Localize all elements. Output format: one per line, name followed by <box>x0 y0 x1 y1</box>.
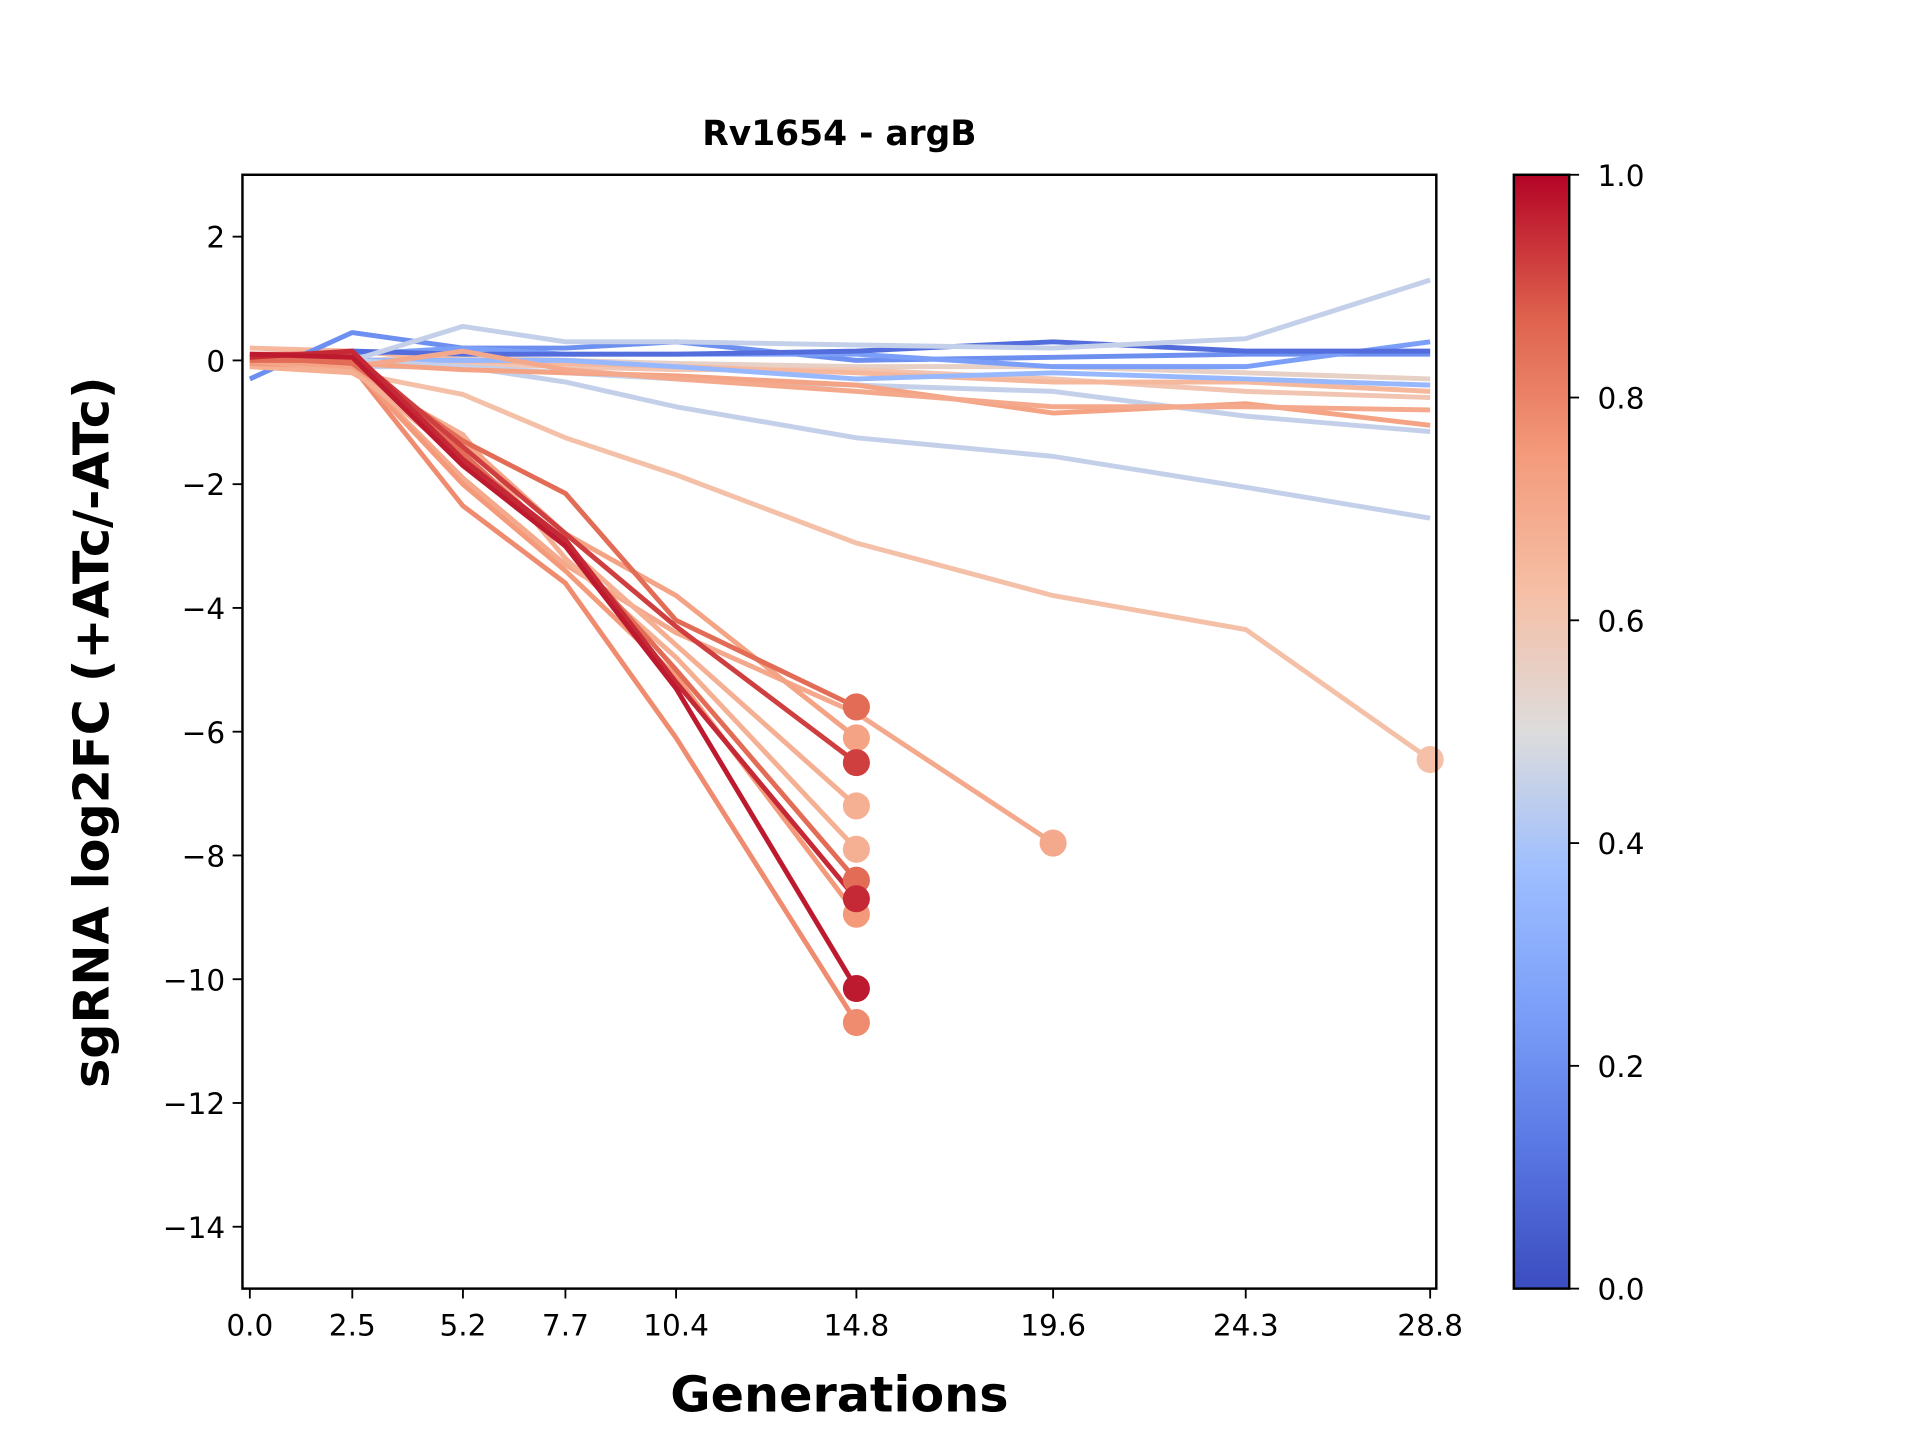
x-tick-label: 7.7 <box>542 1308 589 1342</box>
y-tick-label: 2 <box>206 221 225 255</box>
x-tick-label: 2.5 <box>329 1308 376 1342</box>
colorbar-tick-label: 0.0 <box>1598 1273 1645 1307</box>
colorbar-tick-label: 0.4 <box>1598 827 1645 861</box>
series-line-16 <box>249 360 859 916</box>
series-line-9 <box>249 277 1431 370</box>
series-line-11 <box>249 348 1431 413</box>
series-end-marker-17 <box>842 792 870 820</box>
series-line-20 <box>249 354 858 710</box>
colorbar-axis: 0.0 0.2 0.4 0.6 0.8 1.0 <box>1569 159 1644 1307</box>
series-end-marker-19 <box>842 866 870 894</box>
x-axis: 0.0 2.5 5.2 7.7 10.4 14.8 19.6 24.3 28.8 <box>226 1288 1463 1342</box>
y-tick-label: −4 <box>182 592 226 626</box>
y-tick-label: −14 <box>163 1211 225 1245</box>
series-line-22 <box>249 348 859 901</box>
colorbar-tick-label: 0.8 <box>1598 382 1645 416</box>
x-tick-label: 0.0 <box>226 1308 273 1342</box>
colorbar-tick-label: 1.0 <box>1598 159 1645 193</box>
series-line-12 <box>249 351 1432 762</box>
series-line-23 <box>249 351 859 990</box>
colorbar-tick-label: 0.2 <box>1598 1050 1645 1084</box>
colorbar <box>1512 173 1571 1290</box>
series-end-marker-14 <box>842 1008 870 1037</box>
y-tick-label: −2 <box>182 468 226 502</box>
x-tick-label: 10.4 <box>643 1308 709 1342</box>
series-end-marker-12 <box>1416 746 1444 774</box>
x-tick-label: 24.3 <box>1213 1308 1279 1342</box>
x-tick-label: 19.6 <box>1020 1308 1086 1342</box>
series-line-13 <box>249 357 1055 846</box>
series-line-18 <box>249 357 858 740</box>
y-axis: 2 0 −2 −4 −6 −8 −10 −12 −14 <box>163 221 243 1245</box>
x-tick-label: 5.2 <box>439 1308 486 1342</box>
marker-layer <box>842 693 1444 1037</box>
series-end-marker-23 <box>842 974 870 1003</box>
series-line-19 <box>249 357 859 882</box>
y-tick-label: 0 <box>206 344 225 378</box>
series-line-17 <box>249 357 859 808</box>
x-axis-label: Generations <box>670 1366 1008 1424</box>
y-tick-label: −12 <box>163 1087 225 1121</box>
x-tick-label: 28.8 <box>1397 1308 1463 1342</box>
series-end-marker-20 <box>842 693 870 721</box>
series-end-marker-13 <box>1039 829 1067 857</box>
chart-title: Rv1654 - argB <box>702 114 976 154</box>
x-tick-label: 14.8 <box>824 1308 890 1342</box>
series-end-marker-18 <box>842 724 870 752</box>
series-end-marker-21 <box>842 749 870 777</box>
series-end-marker-22 <box>842 885 870 913</box>
colorbar-tick-label: 0.6 <box>1598 604 1645 638</box>
y-axis-label: sgRNA log2FC (+ATc/-ATc) <box>62 377 120 1088</box>
series-line-8 <box>249 339 1431 363</box>
y-tick-label: −10 <box>163 963 225 997</box>
series-layer <box>248 277 1432 1024</box>
y-tick-label: −8 <box>182 840 226 874</box>
series-end-marker-15 <box>842 835 870 863</box>
y-tick-label: −6 <box>182 716 226 750</box>
